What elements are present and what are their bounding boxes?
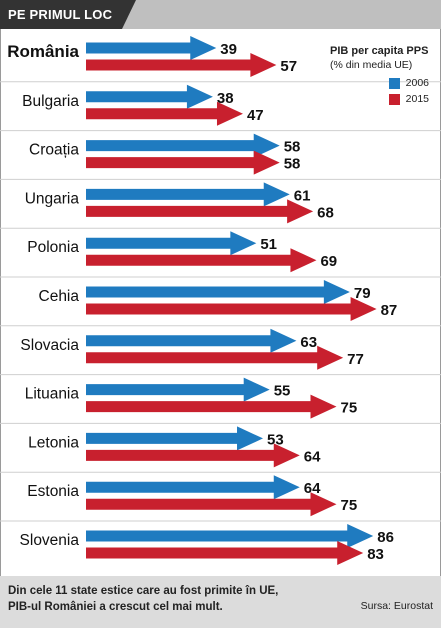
value-label-2015-croatia: 58 [284,156,301,173]
bar-2006-estonia [86,475,300,500]
category-label-estonia: Estonia [27,483,79,500]
legend-swatch-2015 [388,93,400,105]
value-label-2015-estonia: 75 [341,497,358,514]
category-label-slovenia: Slovenia [20,532,80,549]
category-label-slovacia: Slovacia [20,337,79,354]
value-label-2015-romania: 57 [280,58,297,75]
header-title: PE PRIMUL LOC [0,0,137,29]
legend-label-2006: 2006 [405,77,429,89]
value-label-2006-slovenia: 86 [377,529,394,546]
bar-2006-lituania [86,377,270,402]
value-label-2006-letonia: 53 [267,431,284,448]
category-label-ungaria: Ungaria [25,190,80,207]
bar-2006-slovacia [86,328,297,353]
bar-2015-estonia [86,492,337,517]
footer-note: Din cele 11 state estice care au fost pr… [8,583,308,615]
value-label-2006-bulgaria: 38 [217,90,234,107]
bar-2006-letonia [86,426,264,451]
bar-2015-slovenia [86,541,364,565]
value-label-2015-cehia: 87 [381,302,398,319]
bar-2015-lituania [86,394,337,419]
bar-2015-polonia [86,248,317,273]
value-label-2015-slovenia: 83 [367,546,384,563]
bar-2015-slovacia [86,345,344,370]
legend-title: PIB per capita PPS [330,45,429,57]
value-label-2015-lituania: 75 [341,400,358,417]
value-label-2006-romania: 39 [220,41,237,58]
category-label-bulgaria: Bulgaria [22,93,79,110]
category-label-romania: România [7,42,79,61]
legend-item-2015: 2015 [330,93,435,105]
legend-subtitle: (% din media UE) [330,59,413,71]
bar-2006-bulgaria [86,84,213,109]
bar-2006-cehia [86,280,350,304]
bar-2015-ungaria [86,199,314,224]
value-label-2015-polonia: 69 [320,253,337,270]
bar-2015-croatia [86,150,280,175]
value-label-2006-ungaria: 61 [294,187,311,204]
value-label-2015-bulgaria: 47 [247,107,264,124]
footer-source: Sursa: Eurostat [360,600,433,612]
bar-2015-letonia [86,443,300,468]
category-label-letonia: Letonia [28,434,79,451]
value-label-2006-slovacia: 63 [300,334,317,351]
legend-item-2006: 2006 [330,77,435,89]
legend-swatch-2006 [388,77,400,89]
value-label-2015-ungaria: 68 [317,204,334,221]
value-label-2006-cehia: 79 [354,285,371,302]
category-label-polonia: Polonia [27,239,79,256]
bar-2015-bulgaria [86,101,243,126]
bar-2006-romania [86,36,217,60]
category-label-croatia: Croația [29,142,79,159]
legend: PIB per capita PPS (% din media UE) 2006… [330,45,435,105]
header-band: PE PRIMUL LOC [0,0,441,29]
bar-2006-croatia [86,133,280,158]
value-label-2015-letonia: 64 [304,448,321,465]
bar-2006-slovenia [86,524,374,548]
bar-2006-polonia [86,231,257,256]
legend-label-2015: 2015 [405,93,429,105]
footer-note-line-2: PIB-ul României a crescut cel mai mult. [8,601,223,613]
bar-2015-cehia [86,297,377,321]
footer-note-line-1: Din cele 11 state estice care au fost pr… [8,585,279,597]
value-label-2006-polonia: 51 [260,236,277,253]
category-label-lituania: Lituania [25,386,80,403]
value-label-2015-slovacia: 77 [347,351,364,368]
footer-band [0,576,441,628]
value-label-2006-croatia: 58 [284,139,301,156]
category-label-cehia: Cehia [39,288,80,305]
bar-2015-romania [86,53,277,77]
bar-2006-ungaria [86,182,290,207]
value-label-2006-estonia: 64 [304,480,321,497]
value-label-2006-lituania: 55 [274,383,291,400]
